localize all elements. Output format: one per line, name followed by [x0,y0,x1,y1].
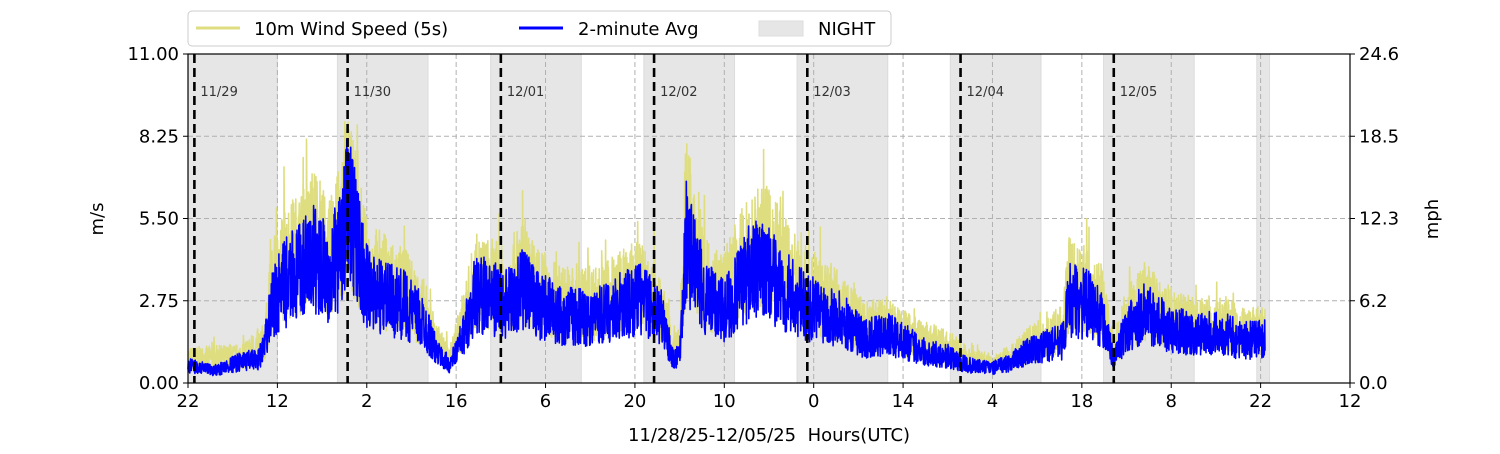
y-tick-label-right: 24.6 [1359,44,1399,65]
x-tick-label: 22 [177,391,200,412]
y-tick-label: 8.25 [139,126,179,147]
day-marker-label: 12/02 [660,85,697,100]
y-axis-label: m/s [87,203,108,236]
y-tick-label-right: 18.5 [1359,126,1399,147]
y-tick-label: 11.00 [127,44,179,65]
day-marker-label: 11/30 [354,85,391,100]
x-axis-label: 11/28/25-12/05/25 Hours(UTC) [628,425,910,446]
day-markers: 11/29 11/30 12/01 12/02 12/03 12/04 12/05 [193,54,1157,383]
axes: 22 12 2 16 6 20 10 0 14 4 18 8 22 12 0.00 0.0 2.75 6.2 5.5… [127,44,1399,412]
x-tick-label: 10 [713,391,736,412]
legend-label-wind5s: 10m Wind Speed (5s) [254,19,448,40]
day-marker-label: 12/03 [813,85,850,100]
day-marker-label: 11/29 [200,85,237,100]
x-tick-label: 6 [540,391,551,412]
x-tick-label: 22 [1249,391,1272,412]
x-tick-label: 14 [892,391,915,412]
x-tick-label: 12 [1339,391,1362,412]
day-marker-label: 12/05 [1120,85,1157,100]
x-tick-label: 8 [1166,391,1177,412]
legend-swatch-night [758,20,804,37]
legend: 10m Wind Speed (5s) 2-minute Avg NIGHT [187,10,892,47]
x-tick-label: 12 [266,391,289,412]
y-tick-label-right: 12.3 [1359,209,1399,230]
x-tick-label: 16 [445,391,468,412]
y-tick-label: 5.50 [139,209,179,230]
series-lines [187,121,1266,377]
x-tick-label: 18 [1070,391,1093,412]
y-tick-label: 2.75 [139,291,179,312]
x-tick-label: 0 [808,391,819,412]
x-tick-label: 2 [361,391,372,412]
x-tick-label: 4 [987,391,998,412]
series-line-avg2min [187,138,1266,377]
y-axis-label-right: mph [1422,199,1443,239]
x-tick-label: 20 [623,391,646,412]
day-marker-label: 12/04 [967,85,1004,100]
y-tick-label-right: 6.2 [1359,291,1388,312]
day-marker-label: 12/01 [507,85,544,100]
legend-label-avg: 2-minute Avg [578,19,699,40]
y-tick-label-right: 0.0 [1359,373,1388,394]
legend-label-night: NIGHT [818,19,876,40]
y-tick-label: 0.00 [139,373,179,394]
